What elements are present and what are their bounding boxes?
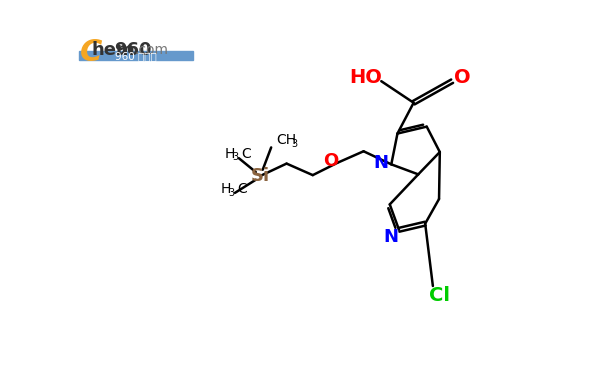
Text: 960: 960 (114, 41, 152, 59)
Text: CH: CH (276, 134, 296, 147)
Text: O: O (454, 68, 471, 87)
Text: O: O (323, 152, 338, 170)
Bar (79, 51, 192, 60)
Text: C: C (237, 182, 247, 196)
Text: HO: HO (350, 68, 382, 87)
Text: 3: 3 (232, 152, 238, 162)
Text: N: N (384, 228, 399, 246)
Text: hem: hem (92, 41, 136, 59)
Text: H: H (221, 182, 231, 196)
Text: Cl: Cl (428, 286, 450, 305)
Text: Si: Si (251, 167, 270, 185)
Bar (77, 45, 200, 60)
Text: H: H (224, 147, 235, 160)
Text: 960 化工网: 960 化工网 (115, 51, 157, 61)
Text: C: C (80, 38, 103, 67)
Text: 3: 3 (291, 140, 297, 149)
Text: N: N (374, 154, 389, 172)
Text: 3: 3 (228, 188, 234, 198)
Text: .com: .com (135, 44, 169, 57)
Text: C: C (241, 147, 251, 160)
